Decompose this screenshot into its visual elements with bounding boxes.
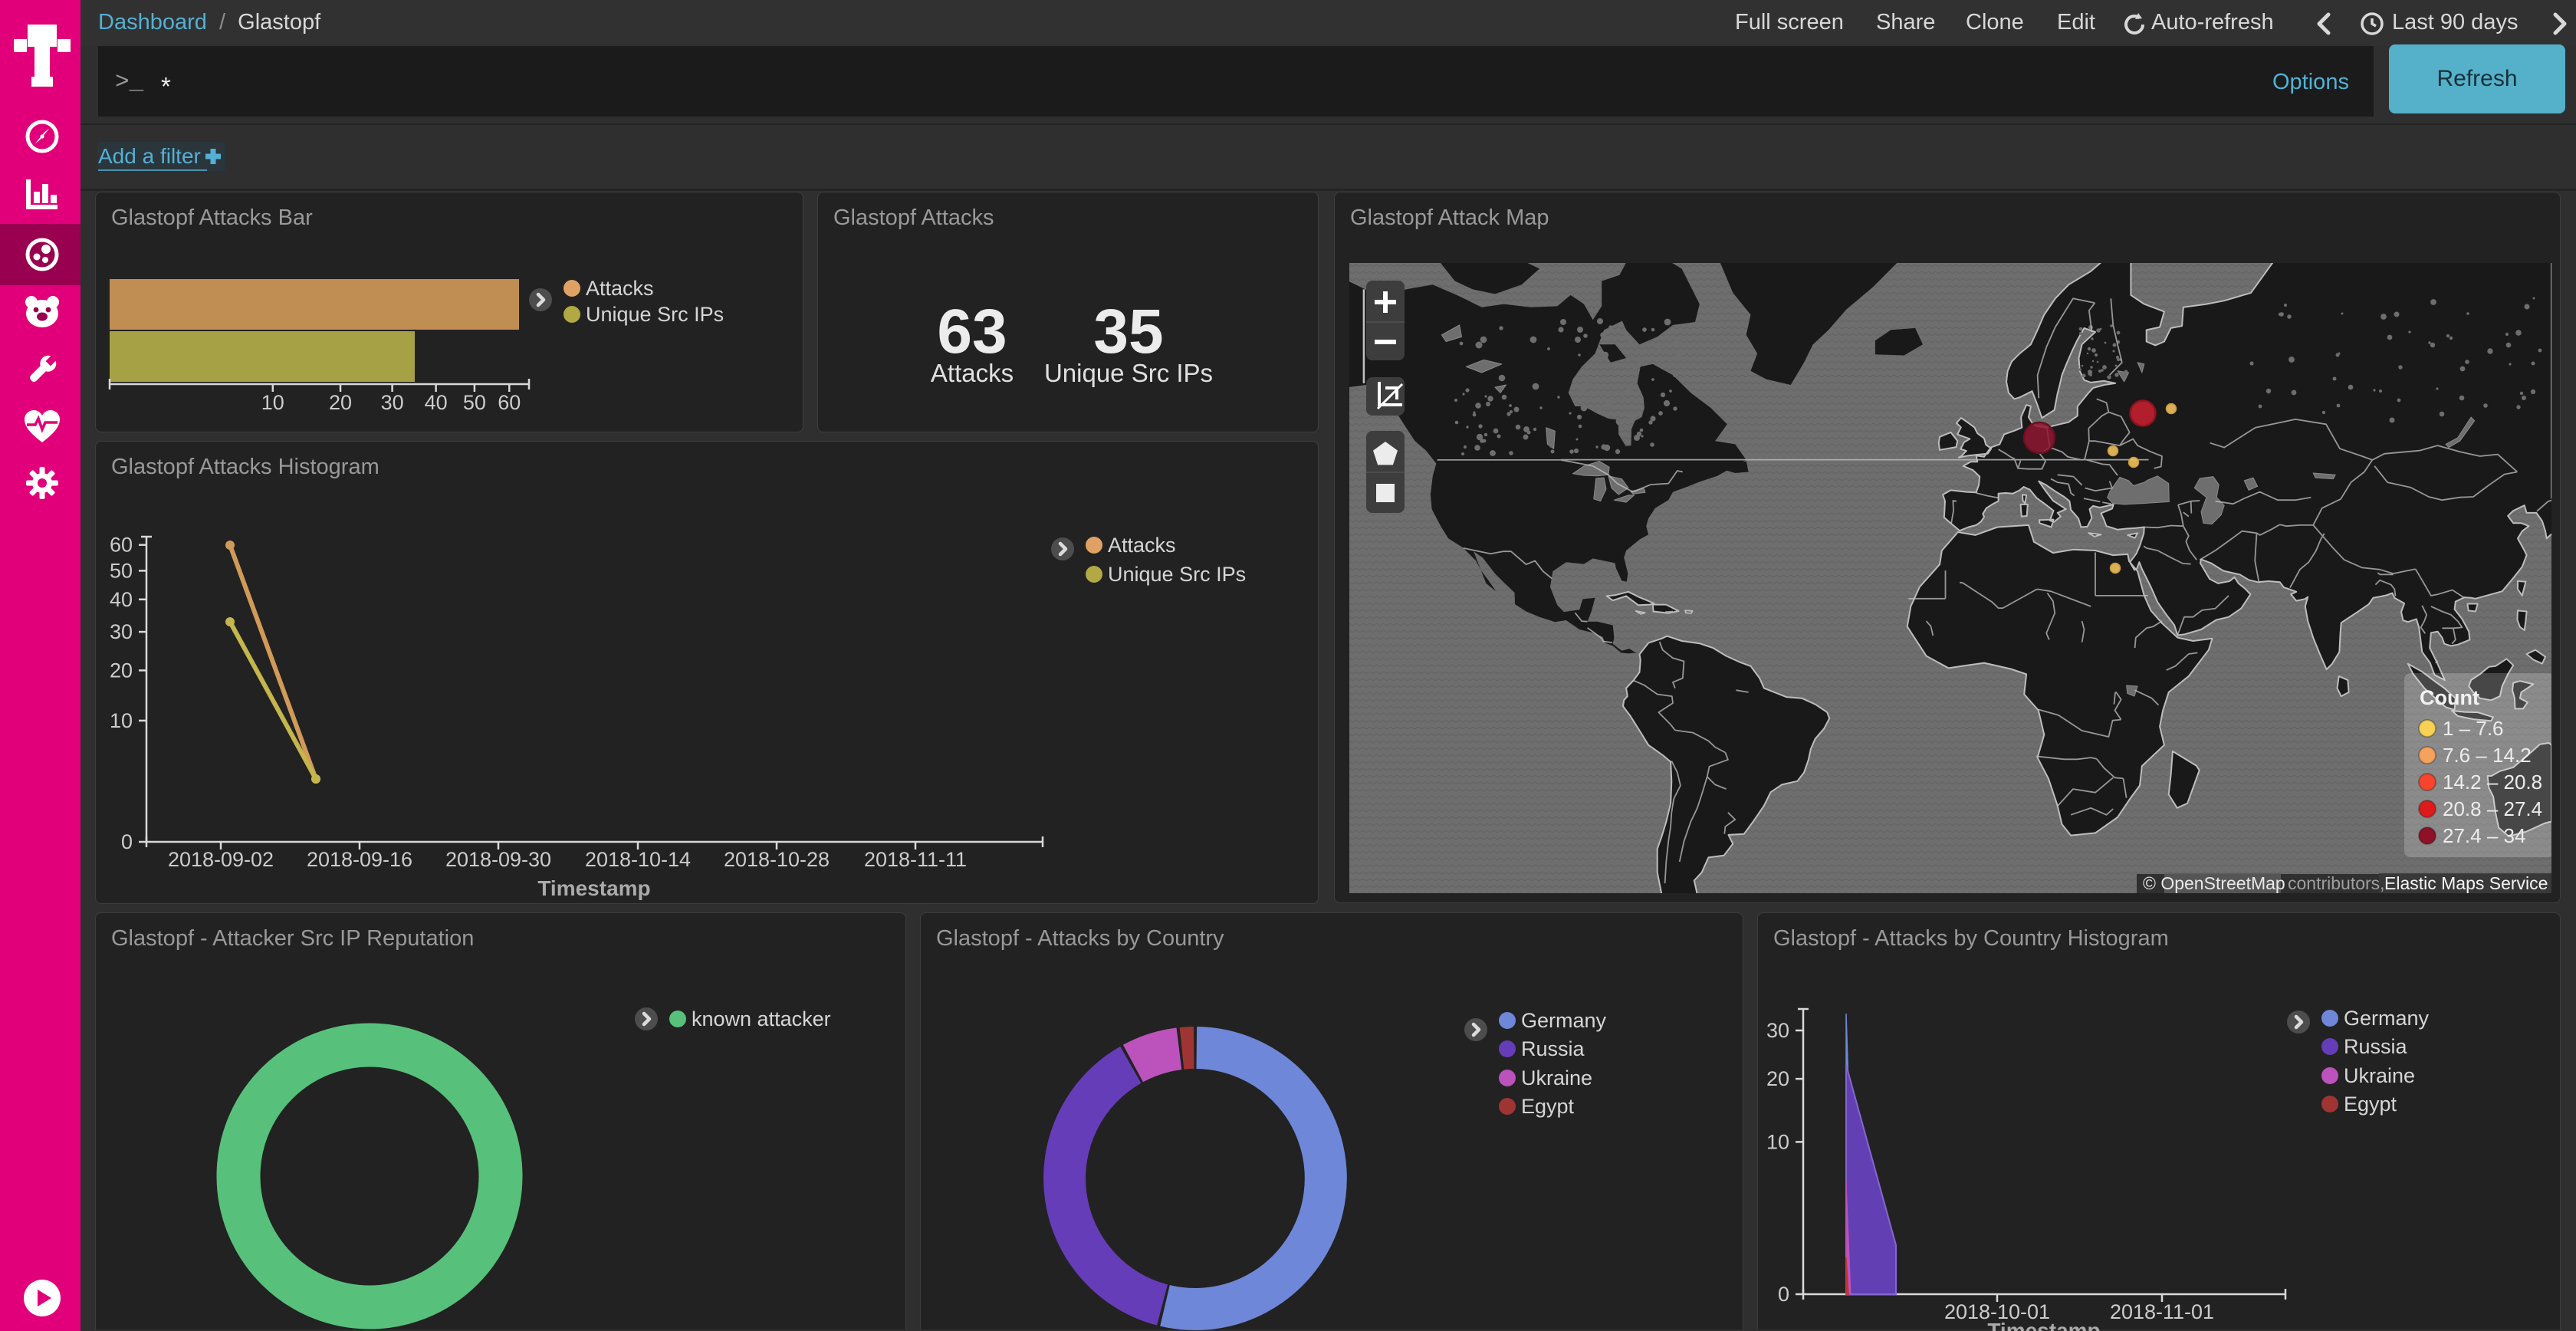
svg-text:contributors,: contributors, bbox=[2288, 873, 2385, 893]
svg-text:Egypt: Egypt bbox=[1521, 1095, 1575, 1118]
svg-text:30: 30 bbox=[110, 620, 133, 643]
svg-text:2018-11-01: 2018-11-01 bbox=[2110, 1300, 2214, 1323]
svg-text:© OpenStreetMap: © OpenStreetMap bbox=[2143, 873, 2285, 893]
svg-text:40: 40 bbox=[110, 588, 133, 611]
svg-text:Russia: Russia bbox=[2344, 1035, 2408, 1058]
svg-text:10: 10 bbox=[1766, 1130, 1789, 1153]
svg-text:27.4 – 34: 27.4 – 34 bbox=[2443, 824, 2525, 847]
svg-text:Ukraine: Ukraine bbox=[1521, 1066, 1592, 1089]
svg-text:Russia: Russia bbox=[1521, 1037, 1585, 1060]
svg-text:Attacks: Attacks bbox=[586, 277, 654, 300]
svg-text:50: 50 bbox=[463, 391, 486, 414]
svg-text:60: 60 bbox=[110, 534, 133, 557]
svg-text:2018-10-14: 2018-10-14 bbox=[585, 848, 691, 871]
svg-text:Ukraine: Ukraine bbox=[2344, 1064, 2415, 1087]
svg-text:0: 0 bbox=[121, 830, 133, 853]
svg-text:Unique Src IPs: Unique Src IPs bbox=[586, 303, 724, 326]
svg-text:2018-10-28: 2018-10-28 bbox=[724, 848, 830, 871]
svg-text:2018-09-30: 2018-09-30 bbox=[445, 848, 551, 871]
svg-text:Timestamp: Timestamp bbox=[1987, 1319, 2100, 1331]
svg-text:Attacks: Attacks bbox=[1108, 534, 1176, 557]
svg-text:2018-10-01: 2018-10-01 bbox=[1944, 1300, 2050, 1323]
svg-text:0: 0 bbox=[1778, 1283, 1789, 1306]
svg-text:20: 20 bbox=[1766, 1067, 1789, 1090]
svg-text:Timestamp: Timestamp bbox=[537, 876, 650, 900]
svg-text:10: 10 bbox=[261, 391, 284, 414]
svg-text:40: 40 bbox=[425, 391, 448, 414]
svg-text:20.8 – 27.4: 20.8 – 27.4 bbox=[2443, 797, 2542, 820]
svg-text:2018-09-16: 2018-09-16 bbox=[307, 848, 412, 871]
svg-text:2018-09-02: 2018-09-02 bbox=[168, 848, 274, 871]
svg-text:Unique Src IPs: Unique Src IPs bbox=[1108, 563, 1246, 586]
svg-text:20: 20 bbox=[110, 659, 133, 682]
svg-text:Count: Count bbox=[2420, 686, 2479, 709]
svg-text:50: 50 bbox=[110, 559, 133, 582]
svg-text:known attacker: known attacker bbox=[692, 1007, 831, 1030]
svg-text:20: 20 bbox=[329, 391, 352, 414]
svg-text:Germany: Germany bbox=[1521, 1009, 1607, 1032]
svg-text:10: 10 bbox=[110, 709, 133, 732]
svg-text:Germany: Germany bbox=[2344, 1007, 2430, 1030]
svg-text:7.6 – 14.2: 7.6 – 14.2 bbox=[2443, 744, 2532, 767]
svg-text:30: 30 bbox=[1766, 1019, 1789, 1042]
svg-text:60: 60 bbox=[498, 391, 521, 414]
svg-text:1 – 7.6: 1 – 7.6 bbox=[2443, 717, 2504, 740]
svg-text:14.2 – 20.8: 14.2 – 20.8 bbox=[2443, 771, 2542, 794]
svg-text:Egypt: Egypt bbox=[2344, 1093, 2397, 1116]
svg-text:Elastic Maps Service: Elastic Maps Service bbox=[2384, 873, 2548, 893]
svg-text:30: 30 bbox=[381, 391, 404, 414]
svg-text:2018-11-11: 2018-11-11 bbox=[864, 848, 967, 871]
